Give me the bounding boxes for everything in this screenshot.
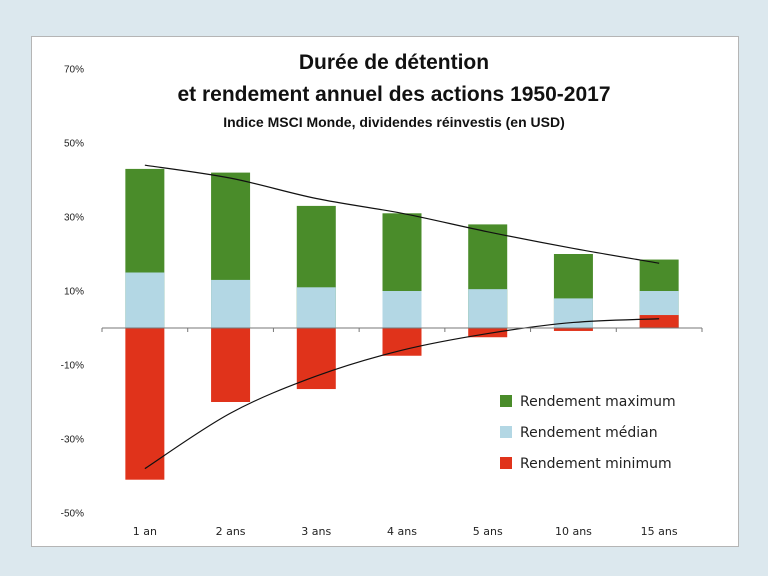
y-tick-label: 30%: [64, 213, 84, 224]
x-category-label: 3 ans: [301, 525, 331, 538]
legend-label: Rendement minimum: [520, 456, 672, 472]
y-tick-label: 50%: [64, 139, 84, 150]
x-category-label: 10 ans: [555, 525, 592, 538]
y-axis: -50% -30% -10% 10% 30% 50% 70%: [61, 65, 84, 520]
bar-median: [553, 298, 593, 328]
legend-swatch: [500, 457, 512, 469]
bars: [125, 168, 679, 480]
x-category-label: 5 ans: [473, 525, 503, 538]
legend-swatch: [500, 426, 512, 438]
x-category-label: 4 ans: [387, 525, 417, 538]
x-category-label: 1 an: [133, 525, 157, 538]
y-tick-label: -30%: [61, 435, 84, 446]
y-tick-label: -50%: [61, 509, 84, 520]
x-axis: 1 an 2 ans 3 ans 4 ans 5 ans 10 ans 15 ans: [101, 328, 703, 538]
bar-median: [382, 291, 422, 328]
bar-median: [211, 279, 251, 328]
chart-title-line2: et rendement annuel des actions 1950-201…: [177, 83, 610, 106]
legend-label: Rendement médian: [520, 425, 658, 441]
bar-minimum: [468, 328, 508, 338]
chart-svg: Durée de détention et rendement annuel d…: [61, 51, 703, 538]
bar-minimum: [296, 328, 336, 390]
y-tick-label: 10%: [64, 287, 84, 298]
legend: Rendement maximum Rendement médian Rendeme…: [500, 394, 676, 472]
legend-label: Rendement maximum: [520, 394, 676, 410]
bar-median: [468, 289, 508, 328]
bar-minimum: [553, 328, 593, 331]
trend-line-maximum: [144, 164, 660, 264]
x-category-label: 15 ans: [641, 525, 678, 538]
chart-subtitle: Indice MSCI Monde, dividendes réinvestis…: [223, 114, 565, 130]
x-category-label: 2 ans: [216, 525, 246, 538]
trend-lines: [144, 164, 660, 470]
bar-minimum: [382, 328, 422, 356]
chart-title-line1: Durée de détention: [299, 51, 489, 74]
bar-minimum: [639, 315, 679, 328]
bar-minimum: [211, 328, 251, 402]
bar-median: [125, 272, 165, 328]
y-tick-label: 70%: [64, 65, 84, 76]
bar-minimum: [125, 328, 165, 480]
trend-line-minimum: [144, 318, 660, 470]
y-tick-label: -10%: [61, 361, 84, 372]
legend-swatch: [500, 395, 512, 407]
chart-frame: Durée de détention et rendement annuel d…: [31, 36, 739, 547]
bar-median: [296, 287, 336, 328]
